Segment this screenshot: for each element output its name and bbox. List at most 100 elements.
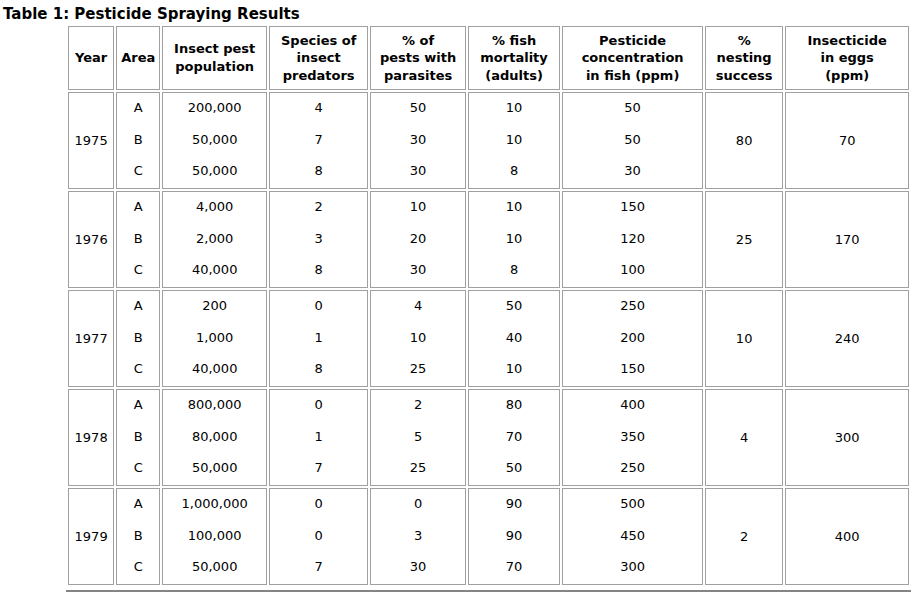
cell-value: 40 <box>469 330 559 346</box>
mortality-cell: 504010 <box>468 290 560 387</box>
cell-value: A <box>117 100 159 116</box>
parasites-cell: 503030 <box>370 92 465 189</box>
cell-stack: 007 <box>270 489 367 584</box>
predators-cell: 017 <box>269 389 368 486</box>
cell-value: 3 <box>270 231 367 247</box>
header-year: Year <box>68 26 114 90</box>
insecticide-eggs-cell: 70 <box>785 92 909 189</box>
cell-value: 40,000 <box>163 361 266 377</box>
year-group-row: 1976 ABC 4,0002,00040,000 238 102030 101… <box>68 191 909 288</box>
year-cell: 1978 <box>68 389 114 486</box>
cell-value: A <box>117 298 159 314</box>
population-cell: 200,00050,00050,000 <box>162 92 267 189</box>
area-cell: ABC <box>116 290 160 387</box>
cell-value: 5 <box>371 429 464 445</box>
cell-stack: ABC <box>117 489 159 584</box>
cell-value: 2 <box>371 397 464 413</box>
predators-cell: 238 <box>269 191 368 288</box>
cell-stack: 41025 <box>371 291 464 386</box>
nesting-success-cell: 2 <box>705 488 783 585</box>
cell-stack: 238 <box>270 192 367 287</box>
cell-value: 10 <box>469 361 559 377</box>
cell-value: 50 <box>563 100 702 116</box>
parasites-cell: 0330 <box>370 488 465 585</box>
cell-stack: 250200150 <box>563 291 702 386</box>
cell-value: 8 <box>270 163 367 179</box>
cell-stack: 400350250 <box>563 390 702 485</box>
insecticide-eggs-cell: 400 <box>785 488 909 585</box>
cell-value: B <box>117 528 159 544</box>
population-cell: 2001,00040,000 <box>162 290 267 387</box>
cell-stack: 102030 <box>371 192 464 287</box>
cell-value: 50 <box>371 100 464 116</box>
cell-stack: 2001,00040,000 <box>163 291 266 386</box>
results-table: Year Area Insect pest population Species… <box>66 24 911 587</box>
cell-stack: ABC <box>117 93 159 188</box>
cell-value: 10 <box>469 231 559 247</box>
year-cell: 1976 <box>68 191 114 288</box>
cell-value: 4 <box>270 100 367 116</box>
concentration-cell: 400350250 <box>562 389 703 486</box>
cell-value: 70 <box>469 559 559 575</box>
cell-value: 350 <box>563 429 702 445</box>
cell-value: 0 <box>270 397 367 413</box>
cell-value: 50,000 <box>163 132 266 148</box>
concentration-cell: 500450300 <box>562 488 703 585</box>
cell-value: 0 <box>371 496 464 512</box>
cell-value: 50,000 <box>163 559 266 575</box>
cell-value: 150 <box>563 361 702 377</box>
cell-stack: 800,00080,00050,000 <box>163 390 266 485</box>
cell-value: A <box>117 199 159 215</box>
header-insect-pest-population: Insect pest population <box>162 26 267 90</box>
year-group-row: 1977 ABC 2001,00040,000 018 41025 504010… <box>68 290 909 387</box>
cell-value: 800,000 <box>163 397 266 413</box>
population-cell: 4,0002,00040,000 <box>162 191 267 288</box>
cell-stack: 017 <box>270 390 367 485</box>
cell-value: 80,000 <box>163 429 266 445</box>
cell-value: 20 <box>371 231 464 247</box>
cell-value: 70 <box>469 429 559 445</box>
table-bottom-rule <box>66 590 911 592</box>
population-cell: 1,000,000100,00050,000 <box>162 488 267 585</box>
cell-stack: 018 <box>270 291 367 386</box>
cell-value: 300 <box>563 559 702 575</box>
cell-stack: 200,00050,00050,000 <box>163 93 266 188</box>
cell-value: C <box>117 460 159 476</box>
mortality-cell: 10108 <box>468 92 560 189</box>
year-cell: 1977 <box>68 290 114 387</box>
year-group-row: 1978 ABC 800,00080,00050,000 017 2525 80… <box>68 389 909 486</box>
cell-value: 10 <box>469 199 559 215</box>
cell-value: C <box>117 262 159 278</box>
cell-value: 250 <box>563 298 702 314</box>
cell-value: A <box>117 496 159 512</box>
header-species-of-insect-predators: Species of insect predators <box>269 26 368 90</box>
nesting-success-cell: 80 <box>705 92 783 189</box>
year-group-row: 1975 ABC 200,00050,00050,000 478 503030 … <box>68 92 909 189</box>
header-pesticide-concentration-in-fish: Pesticide concentration in fish (ppm) <box>562 26 703 90</box>
cell-value: 200 <box>163 298 266 314</box>
nesting-success-cell: 4 <box>705 389 783 486</box>
cell-stack: 10108 <box>469 93 559 188</box>
parasites-cell: 41025 <box>370 290 465 387</box>
cell-stack: 909070 <box>469 489 559 584</box>
cell-value: B <box>117 330 159 346</box>
header-pct-nesting-success: % nesting success <box>705 26 783 90</box>
cell-value: 80 <box>469 397 559 413</box>
cell-value: 25 <box>371 361 464 377</box>
cell-value: A <box>117 397 159 413</box>
cell-stack: ABC <box>117 192 159 287</box>
year-group-row: 1979 ABC 1,000,000100,00050,000 007 0330… <box>68 488 909 585</box>
nesting-success-cell: 10 <box>705 290 783 387</box>
page: Table 1: Pesticide Spraying Results Year… <box>0 0 913 596</box>
cell-value: 500 <box>563 496 702 512</box>
cell-value: 50,000 <box>163 163 266 179</box>
cell-stack: 504010 <box>469 291 559 386</box>
cell-value: 50 <box>563 132 702 148</box>
cell-value: 4,000 <box>163 199 266 215</box>
area-cell: ABC <box>116 92 160 189</box>
cell-value: B <box>117 429 159 445</box>
cell-value: 40,000 <box>163 262 266 278</box>
insecticide-eggs-cell: 300 <box>785 389 909 486</box>
cell-value: 1,000,000 <box>163 496 266 512</box>
cell-value: 8 <box>270 262 367 278</box>
